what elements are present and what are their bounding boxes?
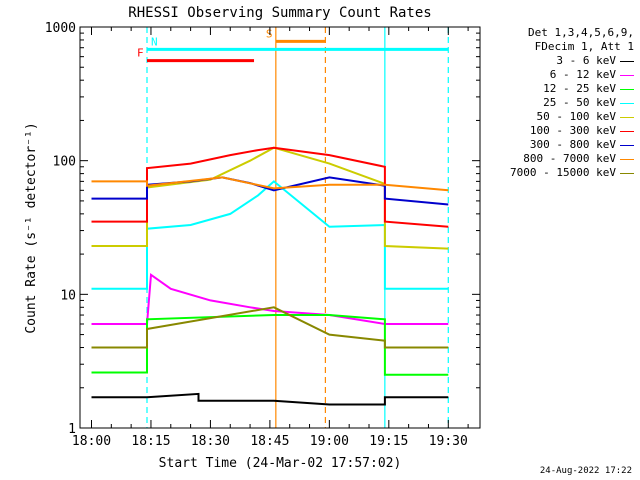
legend-label: 12 - 25 keV [543, 82, 616, 95]
chart-title: RHESSI Observing Summary Count Rates [128, 5, 431, 21]
x-axis-label: Start Time (24-Mar-02 17:57:02) [159, 456, 402, 471]
series-line-2 [91, 314, 449, 376]
series-line-8 [91, 306, 449, 349]
annotation-label-S: S [266, 27, 273, 40]
legend-item-0: 3 - 6 keV [474, 54, 634, 68]
legend-item-1: 6 - 12 keV [474, 68, 634, 82]
legend-swatch [620, 102, 634, 104]
series-line-1 [91, 272, 449, 325]
legend-item-6: 300 - 800 keV [474, 138, 634, 152]
legend-item-7: 800 - 7000 keV [474, 152, 634, 166]
legend-swatch [620, 74, 634, 76]
legend-label: 800 - 7000 keV [523, 152, 616, 165]
annotation-label-F: F [137, 47, 144, 60]
y-tick-label-3: 1000 [45, 21, 76, 36]
legend-header-line-2: FDecim 1, Att 1 [534, 40, 634, 53]
y-tick-label-0: 1 [68, 422, 76, 437]
x-tick-label-2: 18:30 [191, 434, 230, 449]
legend-label: 7000 - 15000 keV [510, 166, 616, 179]
legend-item-2: 12 - 25 keV [474, 82, 634, 96]
legend-item-3: 25 - 50 keV [474, 96, 634, 110]
x-tick-label-5: 19:15 [369, 434, 408, 449]
footer-date: 24-Aug-2022 17:22 [539, 466, 632, 476]
x-tick-label-4: 19:00 [310, 434, 349, 449]
legend-item-8: 7000 - 15000 keV [474, 166, 634, 180]
legend-label: 6 - 12 keV [549, 68, 616, 81]
x-tick-label-3: 18:45 [250, 434, 289, 449]
legend: Det 1,3,4,5,6,9, FDecim 1, Att 1 3 - 6 k… [474, 26, 634, 180]
y-tick-label-2: 100 [53, 155, 76, 170]
legend-swatch [620, 88, 634, 90]
legend-swatch [620, 116, 634, 118]
legend-swatch [620, 158, 634, 160]
x-tick-label-0: 18:00 [72, 434, 111, 449]
plot-frame [79, 26, 481, 429]
x-tick-label-6: 19:30 [429, 434, 468, 449]
legend-label: 25 - 50 keV [543, 96, 616, 109]
legend-swatch [620, 60, 634, 62]
annotation-label-N: N [151, 35, 158, 48]
series-line-3 [91, 180, 449, 290]
legend-swatch [620, 130, 634, 132]
legend-swatch [620, 172, 634, 174]
legend-item-4: 50 - 100 keV [474, 110, 634, 124]
legend-header-line-1: Det 1,3,4,5,6,9, [528, 26, 634, 39]
series-line-7 [91, 176, 449, 192]
legend-label: 3 - 6 keV [556, 54, 616, 67]
legend-swatch [620, 144, 634, 146]
legend-label: 100 - 300 keV [529, 124, 616, 137]
legend-item-5: 100 - 300 keV [474, 124, 634, 138]
y-axis-label: Count Rate (s⁻¹ detector⁻¹) [24, 122, 39, 333]
legend-label: 300 - 800 keV [529, 138, 616, 151]
x-tick-label-1: 18:15 [131, 434, 170, 449]
y-tick-label-1: 10 [60, 288, 76, 303]
legend-label: 50 - 100 keV [536, 110, 616, 123]
series-line-0 [91, 392, 449, 406]
